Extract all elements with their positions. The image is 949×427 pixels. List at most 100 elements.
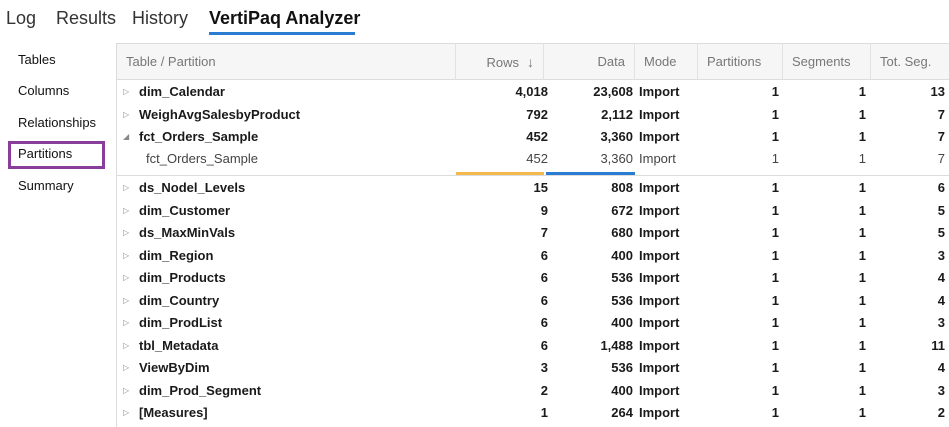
cell-table-name: ds_MaxMinVals [139,225,236,240]
cell-segments: 1 [858,270,866,285]
cell-data: 680 [611,225,633,240]
cell-table-name: dim_Prod_Segment [139,383,262,398]
table-row[interactable]: ▷ WeighAvgSalesbyProduct 792 2,112 Import 1 1 7 [117,104,949,126]
cell-mode: Import [639,405,680,420]
grid-header: Table / Partition Rows ↓ Data Mode Partit… [117,44,949,80]
expand-icon[interactable]: ▷ [123,408,130,417]
cell-tot-seg: 6 [937,180,945,195]
cell-segments: 1 [858,360,866,375]
expand-icon[interactable]: ▷ [123,183,130,192]
cell-rows: 6 [540,338,548,353]
cell-tot-seg: 7 [937,129,945,144]
column-header-partitions[interactable]: Partitions [698,44,783,80]
sidenav-item-partitions[interactable]: Partitions [18,146,73,161]
tab-vertipaq-analyzer[interactable]: VertiPaq Analyzer [209,8,361,28]
cell-segments: 1 [858,293,866,308]
table-row[interactable]: ▷ tbl_Metadata 6 1,488 Import 1 1 11 [117,335,949,357]
tab-history[interactable]: History [132,8,189,28]
column-header-table-partition[interactable]: Table / Partition [117,44,456,80]
cell-segments: 1 [858,338,866,353]
table-row[interactable]: ▷ dim_Products 6 536 Import 1 1 4 [117,267,949,289]
tab-results[interactable]: Results [56,8,117,28]
cell-rows: 6 [540,293,548,308]
sidenav-item-tables[interactable]: Tables [18,52,56,67]
cell-partitions: 1 [771,405,779,420]
cell-tot-seg: 11 [931,338,945,353]
cell-data: 3,360 [600,129,633,144]
sidenav-item-columns[interactable]: Columns [18,83,70,98]
sidenav-item-relationships[interactable]: Relationships [18,115,97,130]
cell-partitions: 1 [771,84,779,99]
column-header-mode[interactable]: Mode [635,44,698,80]
expand-icon[interactable]: ▷ [123,386,130,395]
expand-icon[interactable]: ▷ [123,87,130,96]
column-header-tot-seg[interactable]: Tot. Seg. [880,54,932,69]
expand-icon[interactable]: ▷ [123,318,130,327]
table-row[interactable]: ▷ ds_Nodel_Levels 15 808 Import 1 1 6 [117,177,949,199]
cell-table-name: fct_Orders_Sample [139,129,259,144]
cell-table-name: dim_ProdList [139,315,223,330]
expand-icon[interactable]: ▷ [123,273,130,282]
cell-table-name: [Measures] [139,405,208,420]
cell-tot-seg: 3 [937,315,945,330]
column-header-data[interactable]: Data [544,44,635,80]
cell-data: 536 [611,360,633,375]
active-tab-indicator [209,32,355,35]
column-header-segments[interactable]: Segments [783,44,871,80]
expand-icon[interactable]: ▷ [123,341,130,350]
tab-log[interactable]: Log [6,8,37,28]
table-row[interactable]: ▷ dim_Calendar 4,018 23,608 Import 1 1 13 [117,81,949,103]
cell-mode: Import [639,360,680,375]
cell-data: 808 [611,180,633,195]
cell-data: 1,488 [600,338,633,353]
partition-row[interactable]: fct_Orders_Sample 452 3,360 Import 1 1 7 [117,148,949,170]
cell-mode: Import [639,107,680,122]
selected-item-highlight [8,141,105,169]
collapse-icon[interactable]: ◢ [123,132,130,141]
cell-partitions: 1 [771,129,779,144]
cell-mode: Import [639,248,680,263]
cell-rows: 7 [540,225,548,240]
table-row[interactable]: ▷ dim_Customer 9 672 Import 1 1 5 [117,200,949,222]
expand-icon[interactable]: ▷ [123,363,130,372]
cell-table-name: dim_Country [139,293,220,308]
cell-table-name: dim_Region [139,248,214,263]
column-header-rows[interactable]: Rows ↓ [456,44,544,80]
cell-rows: 2 [540,383,548,398]
table-row[interactable]: ▷ dim_Prod_Segment 2 400 Import 1 1 3 [117,380,949,402]
table-row[interactable]: ▷ ViewByDim 3 536 Import 1 1 4 [117,357,949,379]
cell-mode: Import [639,203,680,218]
table-row[interactable]: ▷ dim_ProdList 6 400 Import 1 1 3 [117,312,949,334]
cell-table-name: dim_Products [139,270,226,285]
cell-rows: 6 [540,315,548,330]
table-row[interactable]: ◢ fct_Orders_Sample 452 3,360 Import 1 1 7 [117,126,949,148]
cell-tot-seg: 3 [937,383,945,398]
cell-data: 400 [611,383,633,398]
table-row[interactable]: ▷ ds_MaxMinVals 7 680 Import 1 1 5 [117,222,949,244]
cell-segments: 1 [858,203,866,218]
cell-data: 400 [611,315,633,330]
table-row[interactable]: ▷ [Measures] 1 264 Import 1 1 2 [117,402,949,424]
table-row[interactable]: ▷ dim_Country 6 536 Import 1 1 4 [117,290,949,312]
cell-segments: 1 [858,225,866,240]
cell-tot-seg: 4 [937,293,945,308]
cell-table-name: fct_Orders_Sample [146,151,258,166]
cell-data: 400 [611,248,633,263]
expand-icon[interactable]: ▷ [123,251,130,260]
expand-icon[interactable]: ▷ [123,296,130,305]
expand-icon[interactable]: ▷ [123,206,130,215]
cell-partitions: 1 [771,151,779,166]
cell-rows: 9 [540,203,548,218]
cell-mode: Import [639,129,680,144]
cell-mode: Import [639,180,680,195]
table-row[interactable]: ▷ dim_Region 6 400 Import 1 1 3 [117,245,949,267]
cell-rows: 3 [540,360,548,375]
expand-icon[interactable]: ▷ [123,110,130,119]
cell-partitions: 1 [771,270,779,285]
partitions-grid: Table / Partition Rows ↓ Data Mode Partit… [116,43,949,427]
sidenav-item-summary[interactable]: Summary [18,178,74,193]
expand-icon[interactable]: ▷ [123,228,130,237]
cell-partitions: 1 [771,315,779,330]
cell-tot-seg: 4 [937,270,945,285]
cell-mode: Import [639,383,680,398]
